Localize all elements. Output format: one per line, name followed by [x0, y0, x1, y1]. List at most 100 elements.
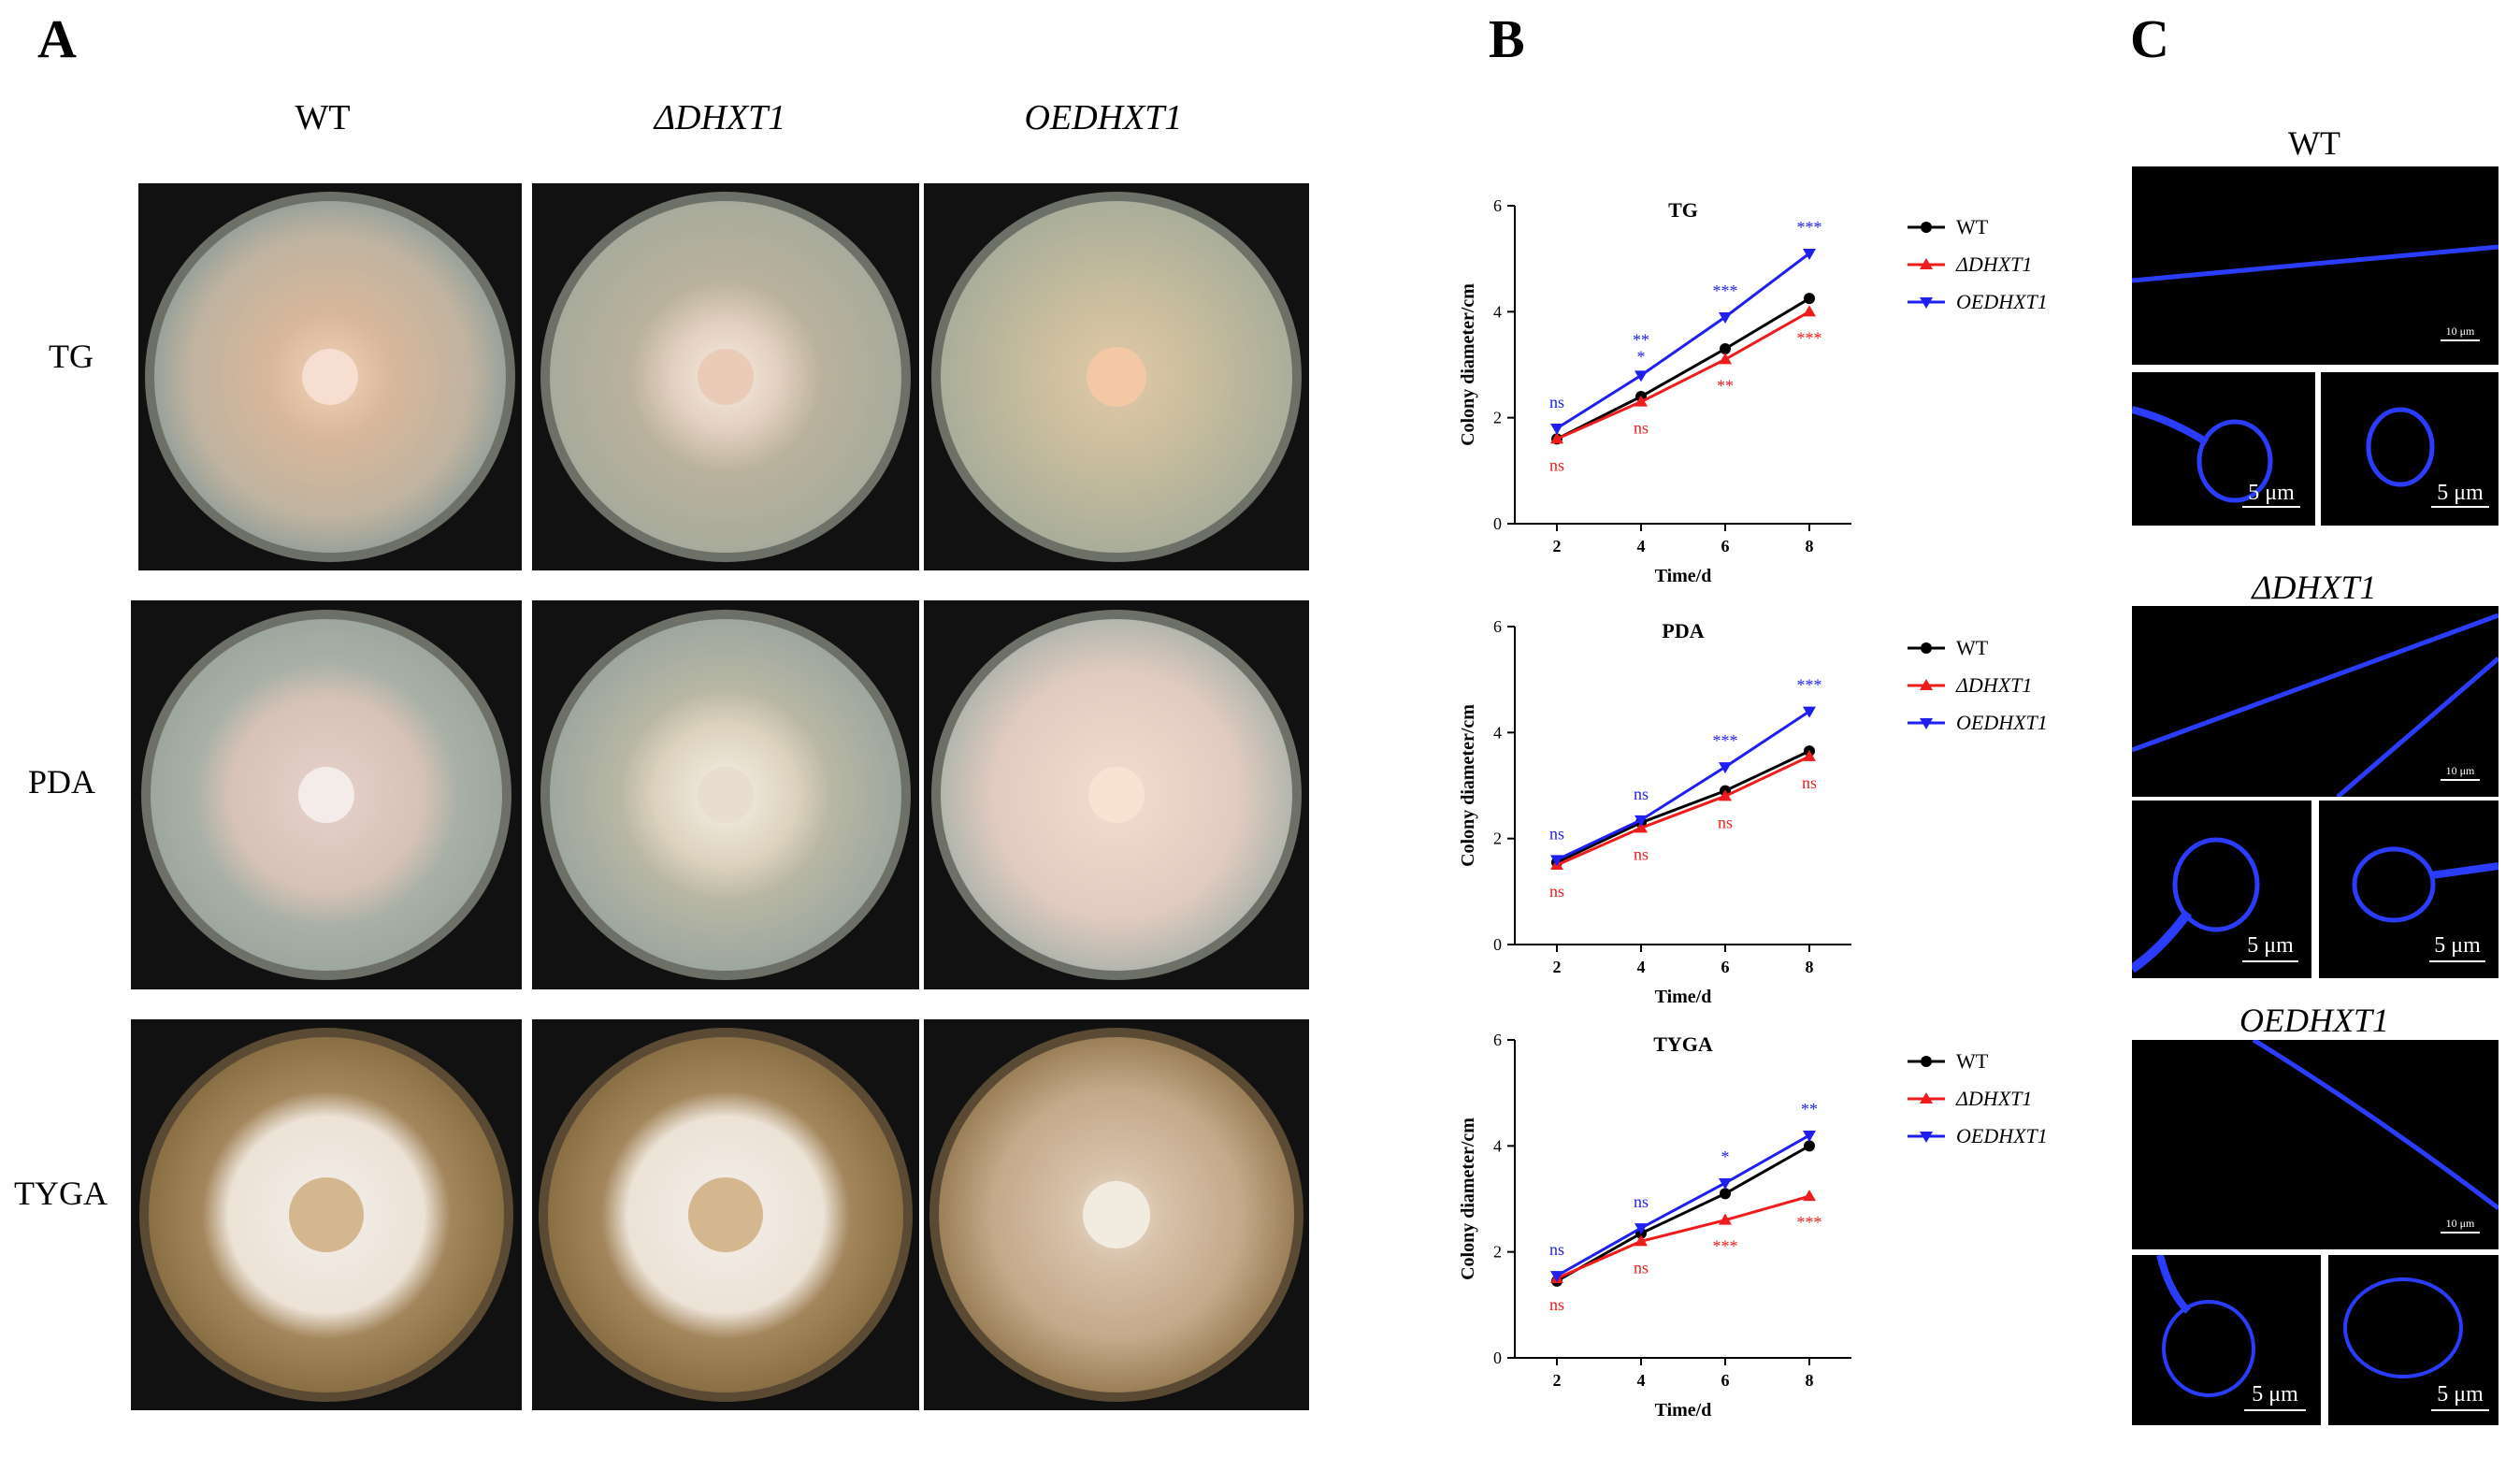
y-tick-label: 6 — [1493, 196, 1502, 215]
series-line — [1556, 755, 1810, 867]
y-tick-label: 4 — [1493, 1136, 1502, 1155]
data-point — [1720, 1188, 1731, 1200]
plate-tyga-wt — [131, 1019, 522, 1410]
micro-title-oedhxt1: OEDHXT1 — [2239, 1002, 2389, 1039]
plate-pda-oedhxt1 — [924, 600, 1309, 989]
legend-marker — [1920, 1092, 1933, 1104]
plate-tyga-oedhxt1 — [924, 1019, 1309, 1410]
series-line — [1556, 1194, 1810, 1280]
scale-label: 10 μm — [2446, 764, 2475, 777]
sig-annotation: ns — [1549, 393, 1564, 411]
data-point — [1804, 1140, 1815, 1152]
scale-label: 5 μm — [2437, 481, 2484, 505]
plate-tg-oedhxt1 — [924, 183, 1309, 570]
y-axis-label: Colony diameter/cm — [1458, 704, 1478, 867]
sig-annotation: ** — [1801, 1100, 1818, 1118]
plate-pda-dhxt1 — [532, 600, 919, 989]
sig-annotation: ns — [1634, 785, 1649, 803]
sig-annotation: ns — [1634, 1258, 1649, 1277]
sig-annotation: ns — [1634, 419, 1649, 438]
chart-pda: 0 2 4 6 2 4 6 8 PDA Time/d Colony diameter/cm ns ns *… — [1458, 617, 2048, 1007]
scale-label: 5 μm — [2247, 933, 2294, 958]
x-tick-label: 4 — [1637, 958, 1646, 976]
sig-annotation: ns — [1802, 773, 1817, 792]
plate-tg-dhxt1 — [532, 183, 919, 570]
legend-label: WT — [1956, 1049, 1989, 1073]
data-point — [1550, 1271, 1563, 1283]
data-point — [1804, 293, 1815, 305]
sig-annotation: ns — [1634, 1192, 1649, 1211]
scale-label: 5 μm — [2437, 1382, 2484, 1407]
x-axis-label: Time/d — [1655, 1400, 1712, 1421]
data-point — [1719, 1178, 1732, 1190]
row-label-tyga: TYGA — [14, 1175, 108, 1212]
chart-title: PDA — [1662, 619, 1704, 642]
legend-label: OEDHXT1 — [1956, 1124, 2048, 1147]
series-line — [1556, 710, 1810, 861]
column-label-dhxt1: ΔDHXT1 — [654, 98, 786, 137]
micro-title-wt: WT — [2288, 124, 2340, 162]
sig-annotation: *** — [1797, 218, 1822, 237]
chart-tyga: 0 2 4 6 2 4 6 8 TYGA Time/d Colony diameter/cm ns ns… — [1458, 1031, 2048, 1421]
y-tick-label: 6 — [1493, 617, 1502, 636]
legend-marker — [1920, 1132, 1933, 1143]
plate-pda-wt — [131, 600, 522, 989]
data-point — [1550, 855, 1563, 867]
legend-marker — [1921, 642, 1932, 654]
data-point — [1634, 815, 1648, 827]
micro-oedhxt1-spore-1: 5 μm — [2132, 1255, 2321, 1425]
data-point — [1803, 249, 1816, 260]
sig-annotation: ns — [1549, 1240, 1564, 1259]
data-point — [1634, 395, 1648, 407]
data-point — [1803, 1190, 1816, 1202]
column-label-oedhxt1: OEDHXT1 — [1024, 98, 1183, 137]
sig-annotation: ns — [1549, 455, 1564, 474]
x-tick-label: 2 — [1553, 958, 1562, 976]
plate-tyga-dhxt1 — [532, 1019, 919, 1410]
data-point — [1803, 749, 1816, 761]
y-axis-label: Colony diameter/cm — [1458, 1118, 1478, 1280]
series-line — [1556, 310, 1810, 440]
sig-annotation: *** — [1713, 731, 1738, 750]
sig-annotation: ** — [1633, 330, 1649, 349]
chart-title: TG — [1668, 198, 1698, 222]
x-tick-label: 4 — [1637, 537, 1646, 555]
y-tick-label: 0 — [1493, 514, 1502, 533]
y-tick-label: 2 — [1493, 1243, 1502, 1262]
legend-marker — [1920, 258, 1933, 269]
micro-wt-spore-1: 5 μm — [2132, 372, 2315, 526]
sig-annotation: ns — [1549, 824, 1564, 843]
data-point — [1803, 706, 1816, 718]
data-point — [1803, 305, 1816, 317]
sig-annotation: *** — [1797, 676, 1822, 695]
panel-letter-c: C — [2130, 8, 2169, 69]
legend-label: ΔDHXT1 — [1955, 252, 2032, 276]
sig-annotation: ns — [1718, 813, 1733, 831]
micro-oedhxt1-hypha: 10 μm — [2132, 1040, 2498, 1249]
series-line — [1556, 1145, 1810, 1283]
sig-annotation: ns — [1634, 844, 1649, 863]
data-point — [1803, 1131, 1816, 1142]
sig-annotation: ** — [1717, 376, 1734, 395]
data-point — [1550, 432, 1563, 444]
plate-tg-wt — [138, 183, 522, 570]
data-point — [1719, 1213, 1732, 1225]
data-point — [1634, 1223, 1648, 1235]
legend-label: WT — [1956, 636, 1989, 659]
data-point — [1719, 312, 1732, 324]
sig-annotation: *** — [1713, 281, 1738, 300]
x-tick-label: 2 — [1553, 537, 1562, 555]
column-label-wt: WT — [295, 98, 351, 137]
x-tick-label: 6 — [1721, 1371, 1730, 1390]
x-axis-label: Time/d — [1655, 987, 1712, 1007]
sig-annotation: * — [1637, 347, 1646, 366]
row-label-tg: TG — [49, 338, 94, 375]
data-point — [1634, 1234, 1648, 1247]
sig-annotation: * — [1721, 1147, 1730, 1166]
legend-label: ΔDHXT1 — [1955, 673, 2032, 697]
legend-marker — [1920, 718, 1933, 729]
y-tick-label: 4 — [1493, 302, 1502, 321]
data-point — [1550, 424, 1563, 435]
x-tick-label: 4 — [1637, 1371, 1646, 1390]
micro-dhxt1-hypha: 10 μm — [2132, 606, 2498, 797]
